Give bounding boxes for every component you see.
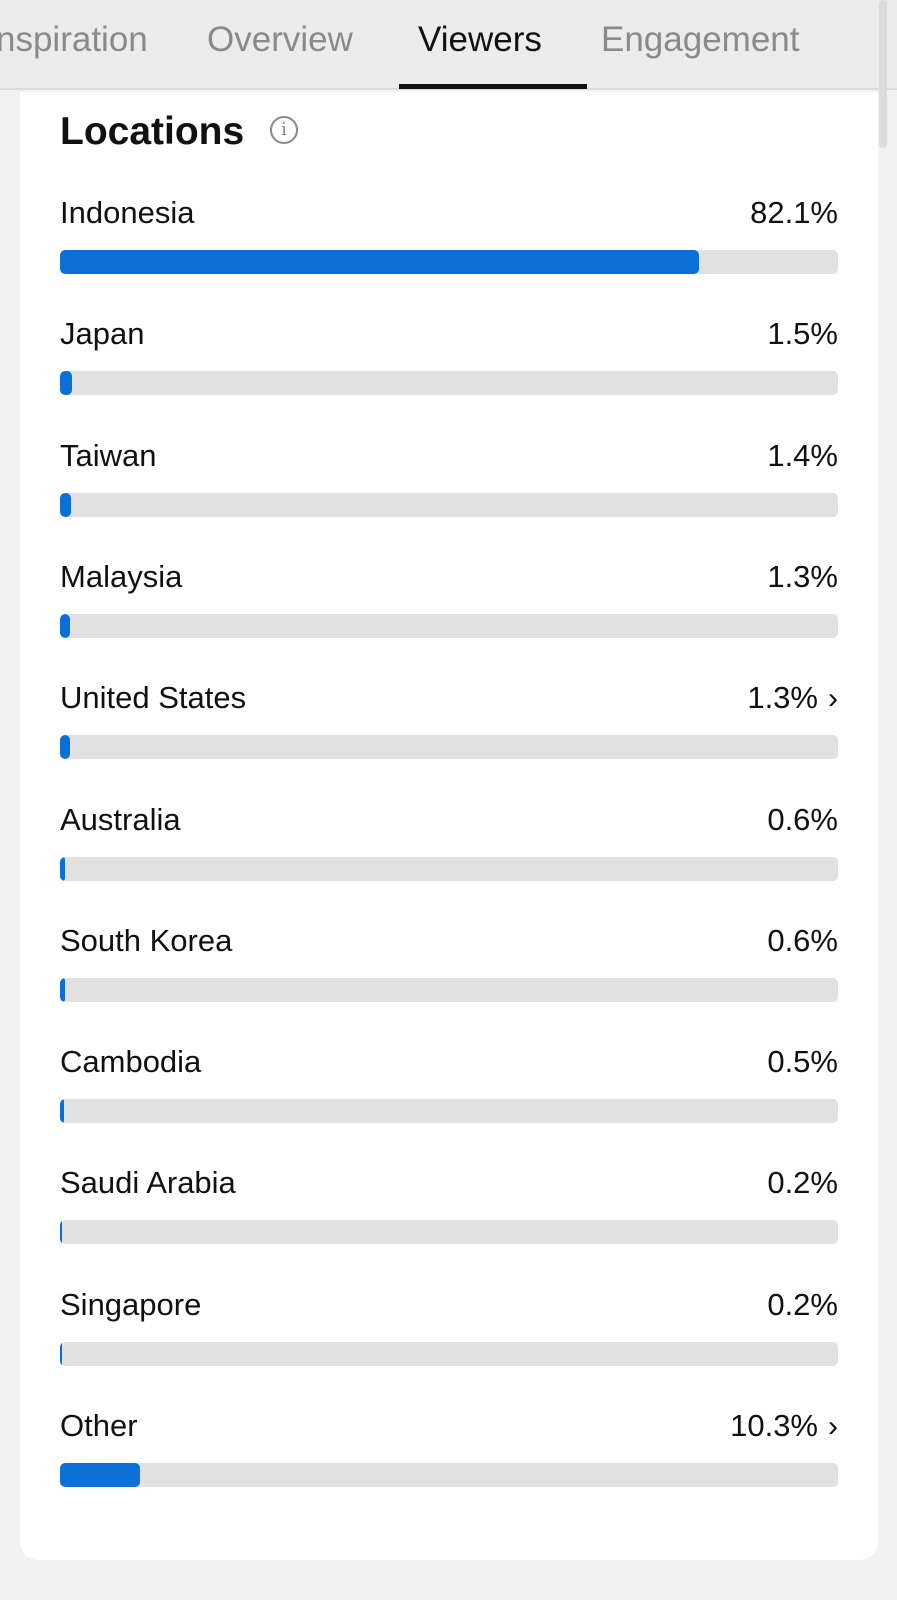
- percent-value: 10.3%: [730, 1408, 818, 1443]
- active-tab-indicator: [399, 84, 587, 89]
- location-row: Australia 0.6%: [60, 802, 838, 902]
- chevron-right-icon[interactable]: ›: [828, 1410, 838, 1443]
- progress-fill: [60, 250, 699, 274]
- progress-fill: [60, 735, 71, 760]
- percent-value: 1.3%: [767, 558, 838, 594]
- location-row[interactable]: Other 10.3% ›: [60, 1408, 838, 1508]
- location-row: Japan 1.5%: [60, 316, 838, 416]
- progress-track: [60, 492, 838, 517]
- percent-value: 0.6%: [767, 922, 838, 958]
- location-row: Malaysia 1.3%: [60, 559, 838, 659]
- progress-fill: [60, 1341, 62, 1366]
- location-row: Cambodia 0.5%: [60, 1044, 838, 1144]
- location-percent: 1.4%: [767, 438, 838, 474]
- location-name: South Korea: [60, 922, 233, 958]
- location-row: Indonesia 82.1%: [60, 195, 838, 295]
- location-percent: 1.5%: [767, 316, 838, 352]
- progress-track: [60, 613, 838, 638]
- percent-value: 1.3%: [747, 680, 818, 716]
- location-percent: 82.1%: [750, 195, 838, 231]
- chevron-right-icon[interactable]: ›: [828, 682, 838, 716]
- percent-value: 0.2%: [767, 1286, 838, 1322]
- location-name: Saudi Arabia: [60, 1165, 236, 1201]
- progress-track: [60, 1220, 838, 1245]
- progress-fill: [60, 492, 71, 517]
- tab-overview[interactable]: Overview: [207, 20, 353, 59]
- location-row: Singapore 0.2%: [60, 1287, 838, 1387]
- progress-track: [60, 250, 838, 274]
- percent-value: 0.2%: [767, 1165, 838, 1201]
- location-percent: 0.5%: [767, 1044, 838, 1080]
- percent-value: 0.6%: [767, 801, 838, 837]
- percent-value: 1.4%: [767, 437, 838, 473]
- progress-track: [60, 1341, 838, 1366]
- location-percent: 0.2%: [767, 1165, 838, 1201]
- tab-bar: nspiration Overview Viewers Engagement: [0, 0, 897, 90]
- progress-fill: [60, 1099, 64, 1124]
- location-name: Singapore: [60, 1286, 202, 1322]
- tab-viewers[interactable]: Viewers: [418, 20, 542, 59]
- percent-value: 82.1%: [750, 195, 838, 230]
- location-row: Saudi Arabia 0.2%: [60, 1165, 838, 1265]
- location-name: Australia: [60, 801, 181, 837]
- location-name: Indonesia: [60, 195, 195, 230]
- progress-track: [60, 735, 838, 760]
- progress-fill: [60, 977, 65, 1002]
- location-percent: 1.3%: [767, 559, 838, 595]
- location-name: Other: [60, 1408, 138, 1443]
- location-name: United States: [60, 680, 247, 716]
- location-name: Japan: [60, 316, 145, 352]
- progress-fill: [60, 613, 71, 638]
- scrollbar[interactable]: [879, 0, 887, 148]
- info-icon[interactable]: i: [270, 116, 298, 144]
- location-percent: 0.6%: [767, 802, 838, 838]
- percent-value: 0.5%: [767, 1044, 838, 1080]
- location-percent: 10.3% ›: [730, 1408, 838, 1444]
- progress-track: [60, 1099, 838, 1124]
- progress-track: [60, 856, 838, 881]
- progress-track: [60, 371, 838, 396]
- percent-value: 1.5%: [767, 316, 838, 352]
- progress-fill: [60, 1463, 141, 1487]
- progress-fill: [60, 371, 72, 396]
- locations-card: Locations i Indonesia 82.1% Japan 1.5% T…: [20, 92, 878, 1560]
- location-name: Malaysia: [60, 558, 183, 594]
- location-percent: 0.2%: [767, 1287, 838, 1323]
- section-title: Locations: [60, 110, 245, 153]
- progress-fill: [60, 1220, 62, 1245]
- progress-track: [60, 1463, 838, 1487]
- location-percent: 0.6%: [767, 923, 838, 959]
- location-row: Taiwan 1.4%: [60, 438, 838, 538]
- location-percent: 1.3% ›: [747, 680, 838, 716]
- location-name: Cambodia: [60, 1044, 202, 1080]
- location-row: South Korea 0.6%: [60, 923, 838, 1023]
- progress-fill: [60, 856, 65, 881]
- tab-inspiration[interactable]: nspiration: [0, 20, 148, 59]
- tab-engagement[interactable]: Engagement: [601, 20, 800, 59]
- location-name: Taiwan: [60, 437, 157, 473]
- progress-track: [60, 977, 838, 1002]
- location-row[interactable]: United States 1.3% ›: [60, 680, 838, 780]
